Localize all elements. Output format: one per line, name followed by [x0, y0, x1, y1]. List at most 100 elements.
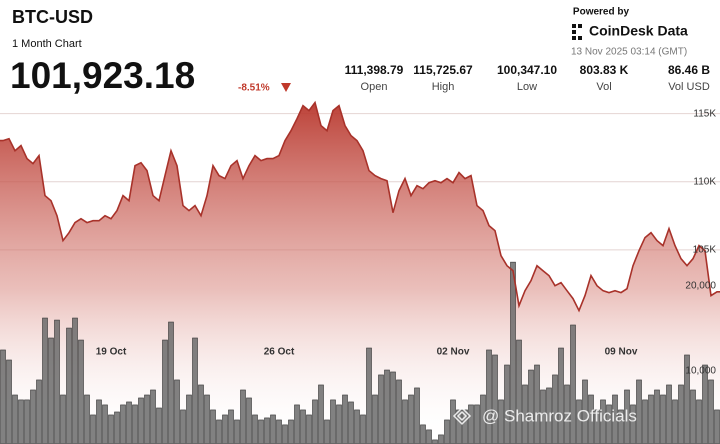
volume-bar [168, 321, 174, 444]
y-tick-label: 110K [693, 176, 716, 187]
volume-bar [492, 354, 498, 444]
volume-bar [606, 404, 612, 444]
volume-bar [48, 337, 54, 444]
price-line [0, 100, 720, 313]
volume-bar [150, 389, 156, 444]
volume-bar [582, 379, 588, 444]
volume-bar [390, 371, 396, 444]
volume-bar [360, 414, 366, 444]
volume-bar [108, 414, 114, 444]
volume-bar [516, 339, 522, 444]
stat-value: 115,725.67 [413, 63, 473, 77]
volume-bar [66, 327, 72, 444]
down-arrow [281, 83, 291, 92]
volume-bar [348, 401, 354, 444]
volume-bar [90, 414, 96, 444]
volume-bar [294, 404, 300, 444]
stat-value: 86.46 B [668, 63, 710, 77]
volume-bar [552, 374, 558, 444]
volume-bar [264, 417, 270, 444]
volume-bar [0, 349, 6, 444]
volume-bar [666, 384, 672, 444]
price: 101,923.18 [10, 55, 195, 96]
volume-bar [132, 404, 138, 444]
volume-bar [438, 434, 444, 444]
y2-tick-label: 10,000 [685, 366, 716, 377]
volume-bar [414, 387, 420, 444]
volume-bar [198, 384, 204, 444]
volume-bar [480, 394, 486, 444]
volume-bar [288, 419, 294, 444]
volume-bar [378, 374, 384, 444]
volume-bar [216, 419, 222, 444]
volume-bar [630, 404, 636, 444]
volume-bar [468, 404, 474, 444]
volume-bar [6, 359, 12, 444]
volume-bar [96, 399, 102, 444]
volume-bar [180, 409, 186, 444]
volume-bar [354, 409, 360, 444]
volume-bar [30, 389, 36, 444]
volume-bar [618, 409, 624, 444]
timestamp: 13 Nov 2025 03:14 (GMT) [571, 47, 687, 58]
volume-bar [486, 349, 492, 444]
volume-bar [306, 414, 312, 444]
volume-bar [696, 399, 702, 444]
volume-bar [384, 369, 390, 444]
volume-bar [642, 399, 648, 444]
volume-bar [402, 399, 408, 444]
volume-bar [222, 414, 228, 444]
volume-bar [660, 394, 666, 444]
stat-value: 111,398.79 [345, 63, 404, 77]
volume-bar [54, 319, 60, 444]
volume-bar [258, 419, 264, 444]
volume-bar [24, 399, 30, 444]
powered-by: Powered by [573, 7, 630, 18]
plot-area: 115K 110K 105K 20,000 10,000 19 Oct 26 Oct 02 N… [0, 100, 720, 444]
volume-bar [240, 389, 246, 444]
x-tick-label: 26 Oct [264, 347, 295, 358]
volume-bar [126, 401, 132, 444]
volume-bar [450, 399, 456, 444]
stat-label: Vol USD [668, 81, 710, 93]
stat-label: Vol [596, 81, 611, 93]
stat-label: Open [361, 81, 388, 93]
y-tick-label: 105K [693, 245, 717, 256]
volume-bar [144, 394, 150, 444]
volume-bar [12, 394, 18, 444]
volume-bar [342, 394, 348, 444]
volume-bar [588, 394, 594, 444]
volume-bar [78, 339, 84, 444]
volume-bar [276, 419, 282, 444]
volume-bar [330, 399, 336, 444]
volume-bar [312, 399, 318, 444]
volume-bar [156, 407, 162, 444]
volume-bar [420, 424, 426, 444]
volume-bar [246, 397, 252, 444]
y2-tick-label: 20,000 [685, 281, 716, 292]
volume-bar [324, 419, 330, 444]
volume-bar [18, 399, 24, 444]
subtitle: 1 Month Chart [12, 38, 82, 50]
stat-label: Low [517, 81, 537, 93]
volume-bar [204, 394, 210, 444]
price-area [0, 102, 720, 444]
volume-bar [510, 261, 516, 444]
volume-bar [678, 384, 684, 444]
volume-bar [636, 379, 642, 444]
volume-bar [318, 384, 324, 444]
x-tick-label: 02 Nov [437, 347, 470, 358]
volume-bar [570, 324, 576, 444]
volume-bar [60, 394, 66, 444]
volume-bar [612, 394, 618, 444]
brand-logo [572, 24, 582, 40]
volume-bar [654, 389, 660, 444]
volume-bar [702, 364, 708, 444]
volume-bar [372, 394, 378, 444]
volume-bar [408, 394, 414, 444]
symbol: BTC-USD [12, 7, 93, 27]
volume-bar [114, 411, 120, 444]
stat-value: 803.83 K [580, 63, 629, 77]
